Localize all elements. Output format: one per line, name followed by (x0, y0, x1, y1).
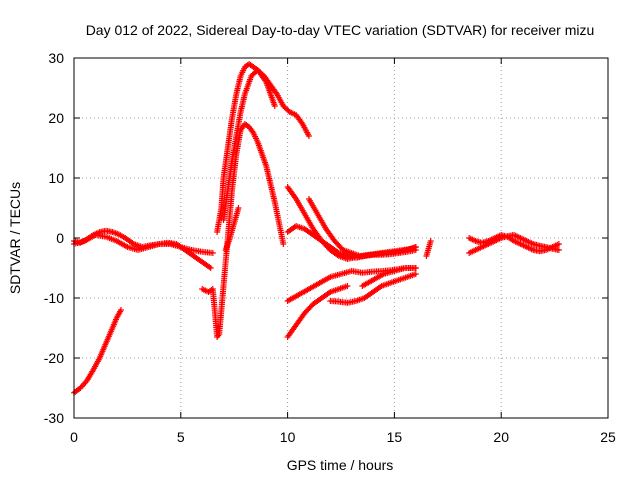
x-tick-label: 20 (493, 429, 509, 445)
x-tick-label: 10 (280, 429, 296, 445)
data-points (71, 61, 562, 396)
series-track-f (220, 67, 312, 223)
data-point (271, 103, 278, 109)
data-point (412, 271, 419, 277)
data-point (117, 307, 124, 313)
chart-title: Day 012 of 2022, Sidereal Day-to-day VTE… (86, 22, 595, 38)
data-point (344, 283, 351, 289)
series-track-q (466, 232, 562, 255)
y-tick-label: 0 (56, 230, 64, 246)
data-point (412, 244, 419, 250)
series-track-k (284, 283, 351, 340)
data-point (555, 241, 562, 247)
y-tick-label: 20 (48, 110, 64, 126)
y-axis-label: SDTVAR / TECUs (7, 182, 23, 294)
series-track-g (222, 205, 242, 253)
data-point (555, 247, 562, 253)
data-point (305, 133, 312, 139)
series-track-l (305, 196, 419, 259)
axis-ticks: 0 5 10 15 20 25 -30 -20 -10 0 10 20 30 (44, 50, 616, 445)
series-track-c (71, 232, 216, 256)
x-axis-label: GPS time / hours (287, 457, 394, 473)
x-tick-label: 25 (600, 429, 616, 445)
series-track-d (199, 121, 287, 340)
x-tick-label: 0 (70, 429, 78, 445)
x-tick-label: 5 (177, 429, 185, 445)
y-tick-label: 30 (48, 50, 64, 66)
series-track-n (359, 265, 419, 289)
y-tick-label: -20 (44, 350, 64, 366)
data-point (235, 205, 242, 211)
data-point (280, 241, 287, 247)
x-tick-label: 15 (387, 429, 403, 445)
grid (74, 58, 608, 418)
data-point (209, 250, 216, 256)
y-tick-label: 10 (48, 170, 64, 186)
data-point (412, 265, 419, 271)
series-track-o (423, 238, 434, 259)
y-tick-label: -10 (44, 290, 64, 306)
data-point (427, 238, 434, 244)
series-track-m (327, 271, 419, 306)
data-point (207, 265, 214, 271)
y-tick-label: -30 (44, 410, 64, 426)
plot-frame (73, 57, 609, 419)
series-track-a (71, 307, 124, 396)
